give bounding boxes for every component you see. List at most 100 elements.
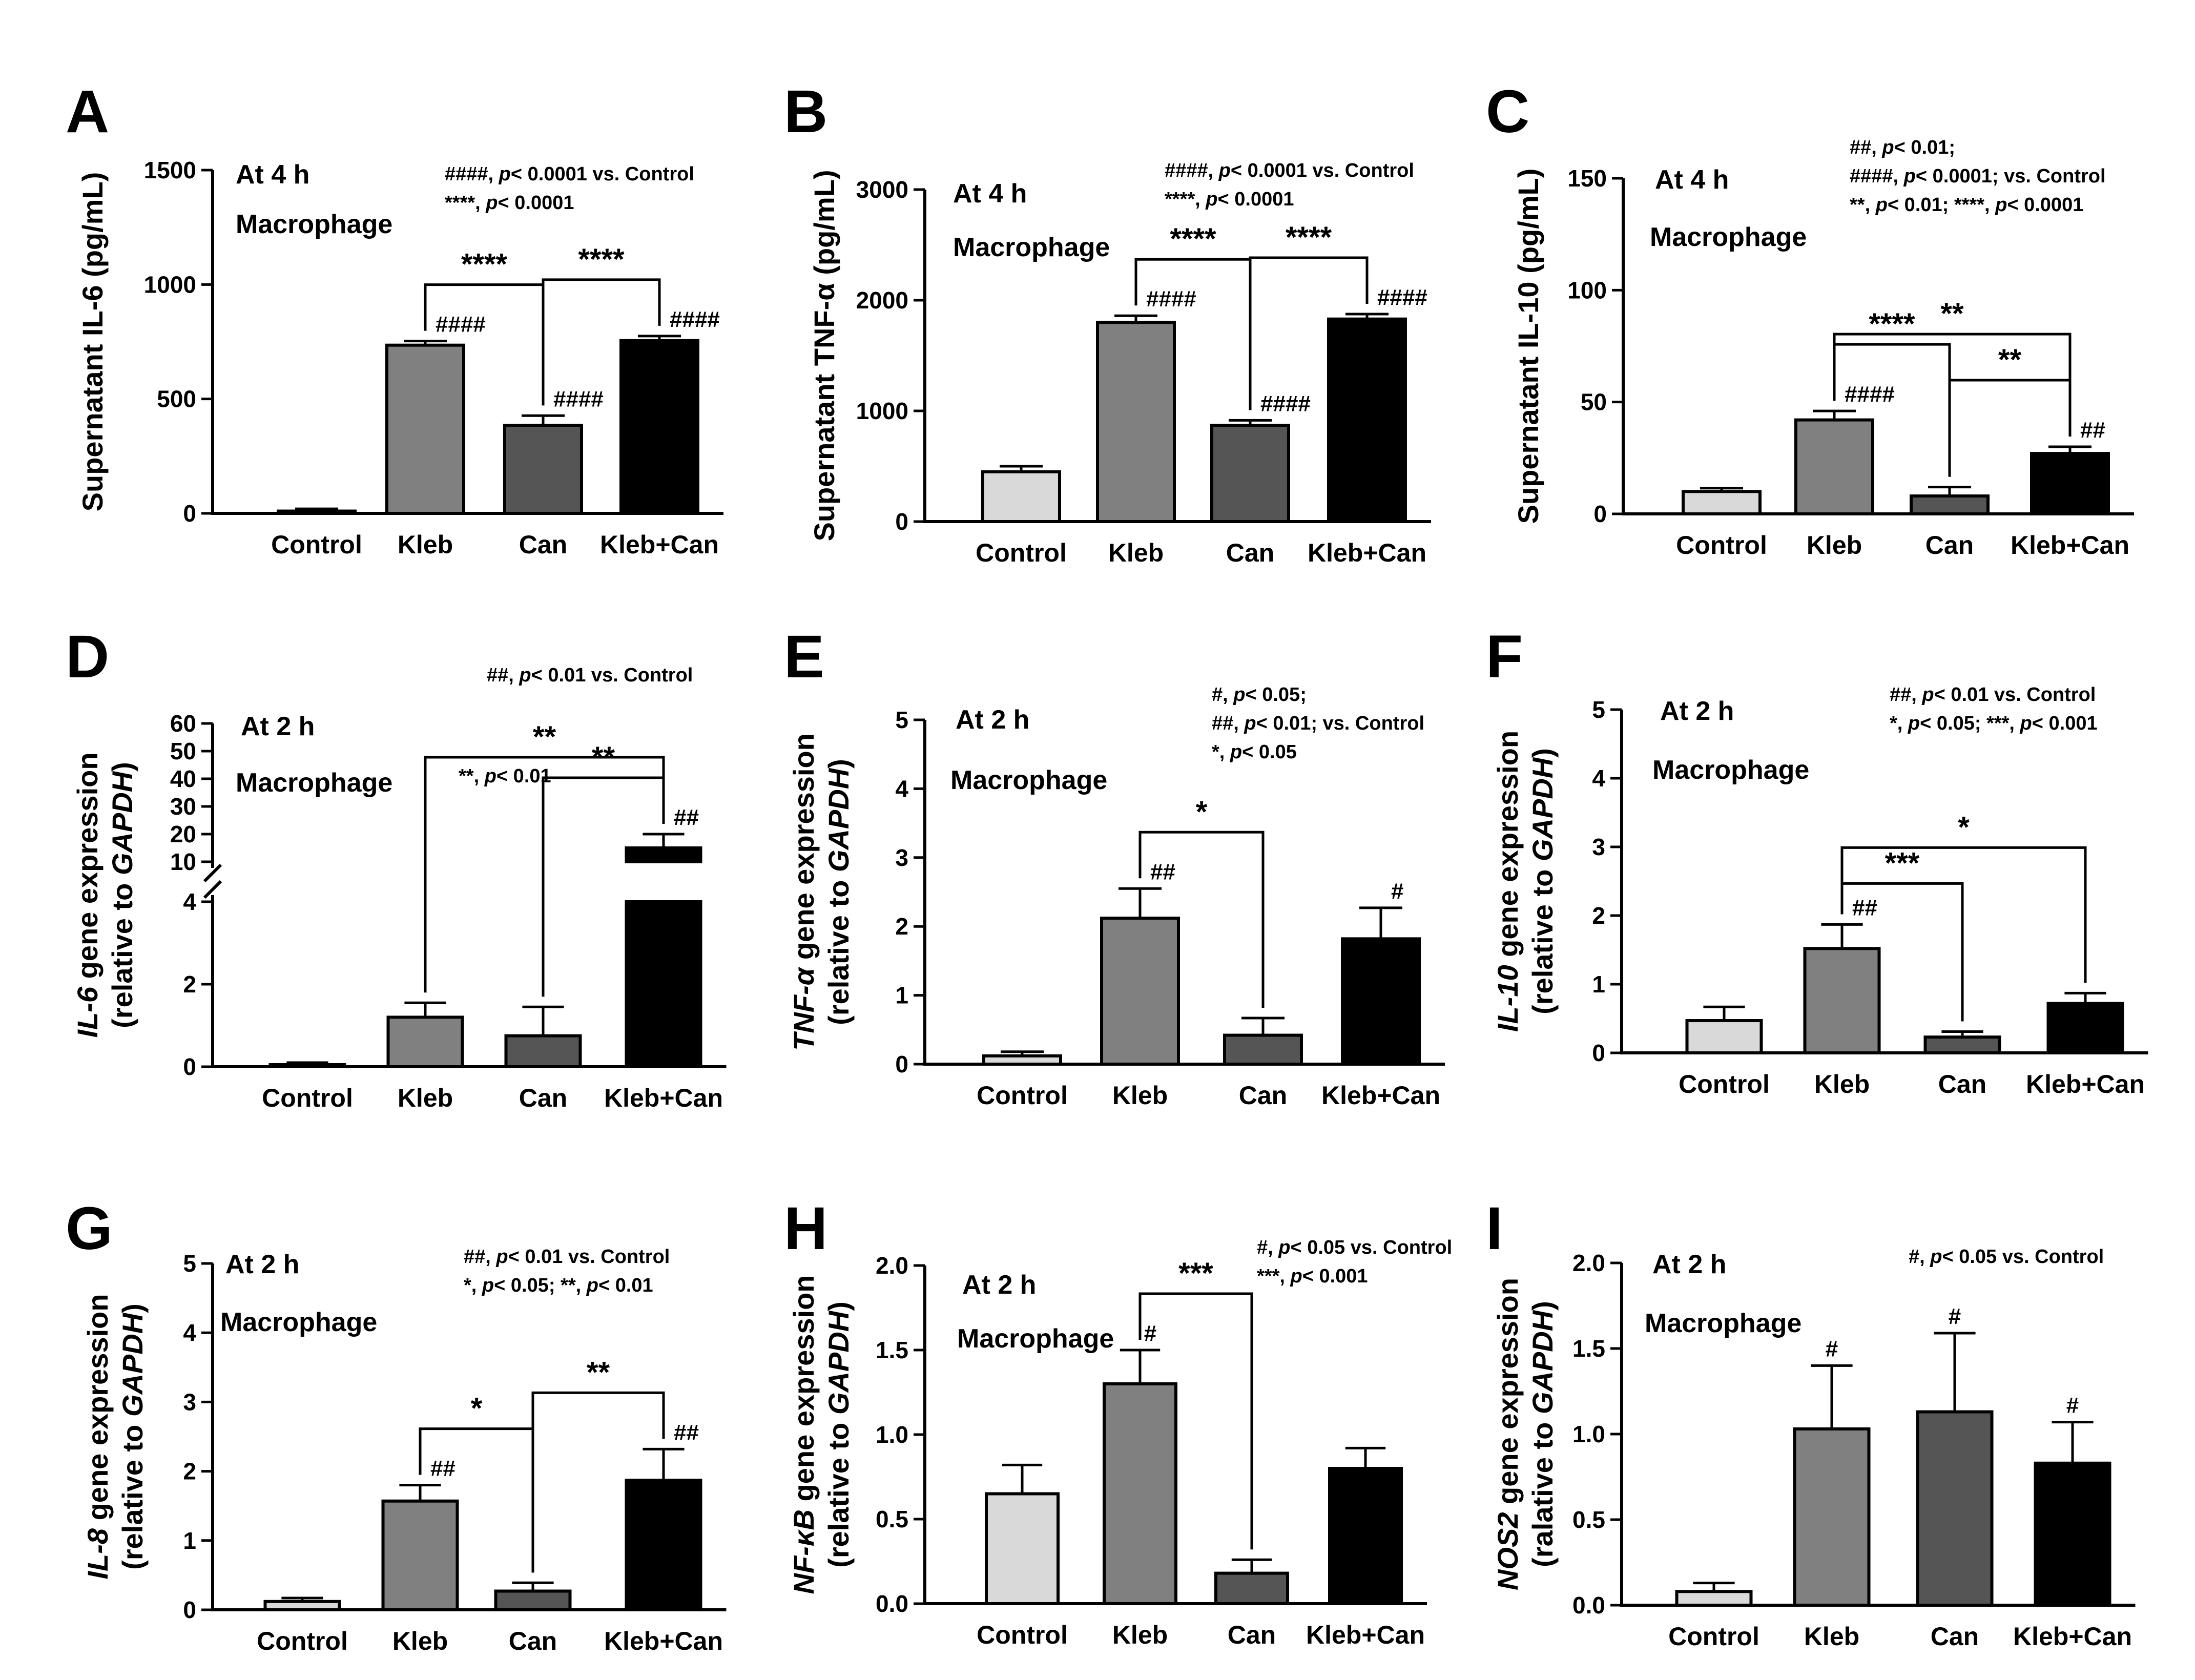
panel-letter: D	[66, 623, 109, 691]
comparison-bracket	[1138, 1292, 1253, 1550]
y-axis-gene: NF-κB	[788, 1509, 820, 1594]
y-tick-label: 4	[183, 1319, 196, 1346]
bracket-significance: **	[592, 741, 615, 774]
y-tick-label: 50	[170, 738, 196, 764]
y-tick-label: 100	[1567, 277, 1607, 303]
bracket-significance: ***	[1885, 846, 1920, 880]
y-axis-label: NOS2 gene expression	[1492, 1278, 1524, 1590]
significance-mark: ##	[2080, 418, 2105, 443]
bracket-significance: **	[1940, 297, 1964, 330]
y-axis-label-line2: (relative to GAPDH)	[822, 759, 855, 1025]
bar	[625, 1479, 702, 1612]
y-axis-label-line2: (relative to GAPDH)	[116, 1303, 149, 1570]
bar	[1327, 317, 1407, 523]
y-tick-label: 1.0	[1572, 1421, 1605, 1447]
x-tick-label: Kleb+Can	[600, 530, 719, 559]
x-tick-label: Can	[1226, 538, 1274, 567]
bar	[1793, 1427, 1871, 1607]
significance-mark: ##	[1150, 859, 1175, 884]
y-tick-label: 10	[170, 848, 196, 875]
x-tick-label: Control	[977, 1081, 1068, 1110]
significance-mark: #	[1144, 1321, 1156, 1346]
x-tick-label: Can	[1931, 1622, 1979, 1651]
comparison-bracket	[1138, 831, 1265, 1008]
y-tick-label: 5	[895, 707, 908, 733]
significance-mark: ####	[1146, 286, 1196, 312]
y-axis-label-line2: (relative to GAPDH)	[822, 1301, 855, 1568]
y-axis-gene: IL-6	[71, 986, 103, 1038]
y-tick-label: 1.0	[876, 1421, 908, 1448]
y-axis-gene: IL-8	[81, 1528, 114, 1579]
x-tick-label: Kleb+Can	[2013, 1622, 2132, 1651]
stats-note: ####, p< 0.0001 vs. Control	[1165, 160, 1414, 181]
bar	[277, 509, 357, 515]
y-tick-label: 40	[170, 765, 196, 792]
bar	[1210, 424, 1290, 524]
bar	[625, 846, 702, 863]
y-tick-label: 0	[183, 1596, 196, 1623]
y-tick-label: 2	[183, 1458, 196, 1485]
y-axis-label: IL-10 gene expression	[1492, 731, 1524, 1032]
axis-break-mark	[203, 863, 222, 883]
y-tick-label: 1500	[144, 157, 196, 183]
y-tick-label: 0	[895, 1051, 908, 1077]
x-tick-label: Kleb	[1804, 1622, 1859, 1651]
axis-break-mark	[203, 880, 222, 899]
time-label: At 4 h	[1655, 165, 1729, 195]
y-axis-label: Supernatant IL-10 (pg/mL)	[1512, 169, 1544, 524]
bar	[2046, 1002, 2124, 1055]
bracket-significance: *	[1196, 795, 1208, 828]
time-label: At 4 h	[236, 160, 309, 190]
panel-letter: H	[784, 1195, 827, 1262]
x-tick-label: Control	[262, 1084, 353, 1112]
significance-mark: ####	[553, 386, 604, 411]
stats-note: #, p< 0.05 vs. Control	[1909, 1246, 2104, 1268]
time-label: At 4 h	[953, 179, 1027, 209]
panel-letter: E	[784, 623, 824, 691]
x-tick-label: Kleb	[1807, 531, 1862, 559]
y-axis-label: NF-κB gene expression	[788, 1275, 820, 1594]
cell-type-label: Macrophage	[1645, 1309, 1801, 1338]
bracket-significance: ****	[1869, 307, 1915, 341]
panel-h: H 0.0 0.5 1.0 1.5 2.0 NF-κB gene expression (re…	[784, 1195, 1452, 1649]
bracket-significance: ****	[578, 243, 625, 276]
inline-stats-note: **, p< 0.01	[459, 765, 551, 787]
significance-mark: ####	[1260, 391, 1311, 416]
x-tick-label: Kleb+Can	[604, 1084, 723, 1112]
y-tick-label: 3	[1592, 834, 1605, 860]
cell-type-label: Macrophage	[1650, 222, 1807, 252]
x-tick-label: Control	[1676, 531, 1767, 559]
y-tick-label: 30	[170, 793, 196, 820]
time-label: At 2 h	[1652, 1250, 1726, 1279]
x-tick-label: Kleb+Can	[2011, 531, 2129, 559]
y-axis-label-line2: (ralative to GAPDH)	[1526, 1301, 1559, 1567]
x-tick-label: Kleb	[1112, 1621, 1168, 1649]
y-tick-label: 0.0	[876, 1590, 908, 1617]
time-label: At 2 h	[962, 1270, 1036, 1300]
stats-note: ##, p< 0.01 vs. Control	[464, 1246, 670, 1268]
y-tick-label: 0	[1593, 501, 1607, 527]
bracket-significance: ****	[461, 248, 508, 281]
panel-i: I 0.0 0.5 1.0 1.5 2.0 NOS2 gene expression (ral…	[1486, 1195, 2136, 1651]
y-tick-label: 50	[1581, 389, 1607, 416]
stats-note: ####, p< 0.0001; vs. Control	[1850, 165, 2106, 187]
bar	[1328, 1467, 1403, 1605]
y-tick-label: 20	[170, 821, 196, 847]
comparison-bracket	[531, 1391, 665, 1573]
y-tick-label: 2	[895, 913, 908, 940]
bar	[1223, 1033, 1303, 1066]
significance-mark: ####	[1377, 285, 1427, 310]
y-tick-label: 2.0	[1572, 1250, 1605, 1276]
bracket-significance: **	[533, 720, 556, 754]
bar	[381, 1499, 459, 1612]
bar	[1675, 1590, 1753, 1607]
bar	[386, 1015, 464, 1069]
x-tick-label: Can	[1938, 1070, 1986, 1098]
stats-note: ****, p< 0.0001	[445, 192, 574, 214]
stats-note: #, p< 0.05;	[1212, 684, 1307, 706]
y-tick-label: 2	[1592, 902, 1605, 929]
x-tick-label: Kleb	[1112, 1081, 1168, 1110]
bar	[625, 900, 702, 1068]
bar	[1214, 1571, 1289, 1606]
